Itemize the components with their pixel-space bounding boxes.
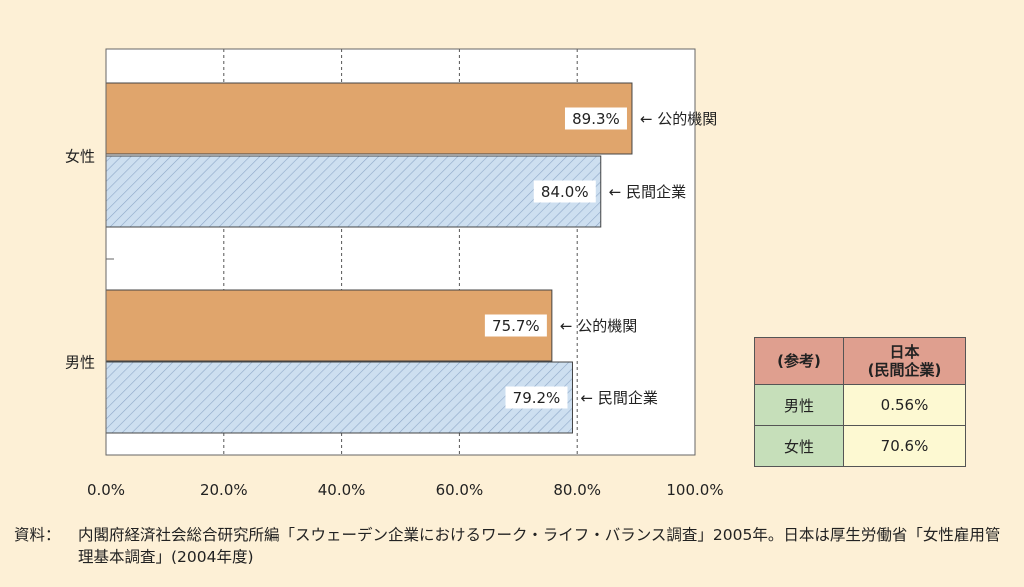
x-tick-label: 20.0% <box>200 481 248 499</box>
plot-border <box>105 48 696 456</box>
x-tick-label: 40.0% <box>318 481 366 499</box>
bar-category-label: ← 民間企業 <box>580 389 657 407</box>
x-tick-label: 100.0% <box>666 481 723 499</box>
value-label: 75.7% <box>492 317 540 335</box>
value-label-bg <box>505 386 568 409</box>
x-tick-label: 60.0% <box>436 481 484 499</box>
source-text: 内閣府経済社会総合研究所編「スウェーデン企業におけるワーク・ライフ・バランス調査… <box>78 526 1001 566</box>
value-label-bg <box>484 314 547 337</box>
value-label-bg <box>533 180 596 203</box>
reference-table: (参考) 日本 (民間企業) 男性 0.56% 女性 70.6% <box>754 337 966 467</box>
ref-header-right: 日本 (民間企業) <box>843 337 966 385</box>
bar <box>105 361 573 434</box>
group-label: 女性 <box>65 148 95 166</box>
value-label: 84.0% <box>541 183 589 201</box>
ref-header-right-line2: (民間企業) <box>867 361 942 379</box>
source-label: 資料： <box>14 526 61 544</box>
ref-row-value-female: 70.6% <box>843 425 966 467</box>
bar <box>105 155 602 228</box>
source-note: 資料： 内閣府経済社会総合研究所編「スウェーデン企業におけるワーク・ライフ・バラ… <box>14 524 1014 568</box>
value-label-bg <box>564 107 627 130</box>
x-tick-label: 0.0% <box>87 481 125 499</box>
bar-category-label: ← 公的機関 <box>640 110 717 128</box>
bar-category-label: ← 公的機関 <box>560 317 637 335</box>
chart: 89.3% 84.0% 75.7% 79.2% ← 公的機関 ← 民間企業 ← 公的機関 ←… <box>65 48 724 499</box>
value-label: 89.3% <box>572 110 620 128</box>
value-label: 79.2% <box>513 389 561 407</box>
ref-header-right-line1: 日本 <box>889 343 920 361</box>
group-label: 男性 <box>65 354 95 372</box>
ref-row-value-male: 0.56% <box>843 384 966 426</box>
x-tick-label: 80.0% <box>553 481 601 499</box>
bar <box>105 82 633 155</box>
ref-row-label-male: 男性 <box>754 384 844 426</box>
bar-category-label: ← 民間企業 <box>609 183 686 201</box>
ref-row-label-female: 女性 <box>754 425 844 467</box>
ref-header-left: (参考) <box>754 337 844 385</box>
